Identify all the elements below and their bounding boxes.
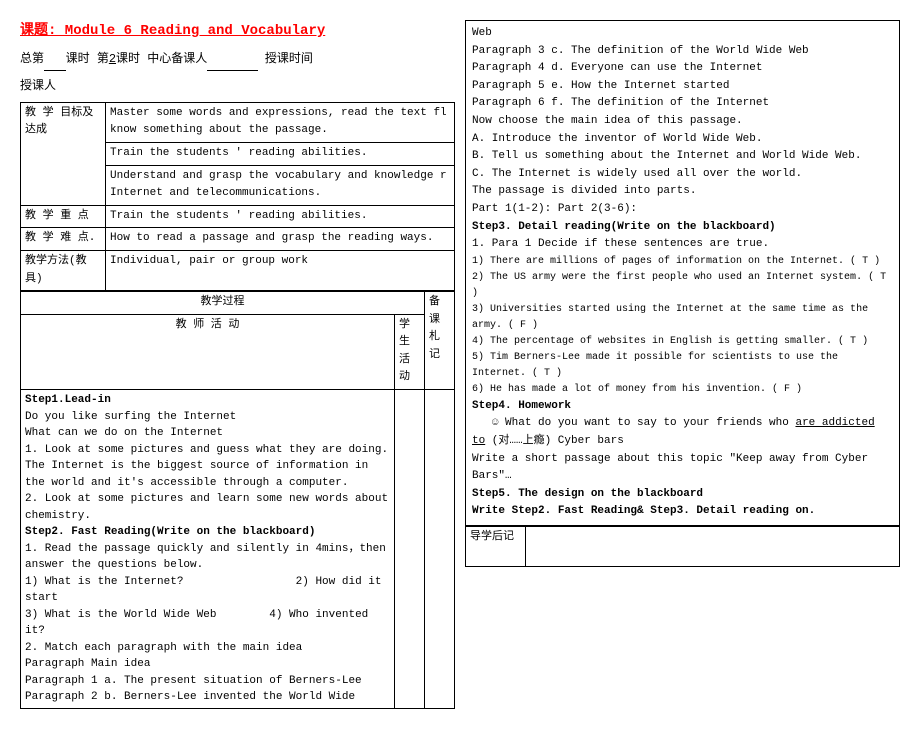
r-l4: Paragraph 6 f. The definition of the Int… [472,95,893,113]
r-l2: Paragraph 4 d. Everyone can use the Inte… [472,60,893,78]
s3-q2: 2) The US army were the first people who… [472,270,893,302]
footer-label: 导学后记 [466,526,526,566]
s3-q6: 6) He has made a lot of money from his i… [472,382,893,398]
footer-content [526,526,900,566]
step1-l4: 2. Look at some pictures and learn some … [25,491,390,524]
focus-label: 教 学 重 点 [21,205,106,228]
r-l7: B. Tell us something about the Internet … [472,148,893,166]
sub-p1: 总第 [20,52,44,66]
r-l6: A. Introduce the inventor of World Wide … [472,131,893,149]
step1-l3: 1. Look at some pictures and guess what … [25,442,390,492]
r-l5: Now choose the main idea of this passage… [472,113,893,131]
difficulty-label: 教 学 难 点. [21,228,106,251]
step2-p1: Paragraph 1 a. The present situation of … [25,673,390,690]
student-activity-cell [395,390,425,709]
step2-qs12: 1) What is the Internet? 2) How did it s… [25,574,390,607]
step1-l1: Do you like surfing the Internet [25,409,390,426]
step2-l2: 2. Match each paragraph with the main id… [25,640,390,657]
goals-c3: Understand and grasp the vocabulary and … [106,165,455,205]
process-table: 教学过程 备课札记 教 师 活 动 学生活动 Step1.Lead-in Do … [20,291,455,708]
r-l3: Paragraph 5 e. How the Internet started [472,78,893,96]
s3-q1: 1) There are millions of pages of inform… [472,254,893,270]
sub-p4: 课时 中心备课人 [116,52,207,66]
sub-p3: 2 [109,52,116,66]
step1-l2: What can we do on the Internet [25,425,390,442]
step2-qs34: 3) What is the World Wide Web 4) Who inv… [25,607,390,640]
s3-q3: 3) Universities started using the Intern… [472,302,893,334]
s4-l2: Write a short passage about this topic "… [472,451,893,486]
goals-table: 教 学 目标及达成 Master some words and expressi… [20,102,455,291]
goals-c2: Train the students ' reading abilities. [106,142,455,165]
s4-l1: ☺ What do you want to say to your friend… [472,415,893,450]
step1-title: Step1.Lead-in [25,392,390,409]
step3-title: Step3. Detail reading(Write on the black… [472,219,893,237]
lesson-subtitle-line2: 授课人 [20,77,455,96]
process-h3: 教 师 活 动 [21,314,395,389]
notes-cell [425,390,455,709]
r-l0: Web [472,25,893,43]
right-content-box: Web Paragraph 3 c. The definition of the… [465,20,900,526]
s5-l1: Write Step2. Fast Reading& Step3. Detail… [472,503,893,521]
r-l10: Part 1(1-2): Part 2(3-6): [472,201,893,219]
lesson-subtitle-line1: 总第 课时 第2课时 中心备课人 授课时间 [20,50,455,70]
step5-title: Step5. The design on the blackboard [472,486,893,504]
r-l9: The passage is divided into parts. [472,183,893,201]
step2-title: Step2. Fast Reading(Write on the blackbo… [25,524,390,541]
r-l1: Paragraph 3 c. The definition of the Wor… [472,43,893,61]
process-h2: 备课札记 [425,292,455,390]
step2-l1: 1. Read the passage quickly and silently… [25,541,390,574]
difficulty-c: How to read a passage and grasp the read… [106,228,455,251]
r-l8: C. The Internet is widely used all over … [472,166,893,184]
s3-l1: 1. Para 1 Decide if these sentences are … [472,236,893,254]
process-h1: 教学过程 [21,292,425,315]
sub-p2: 课时 第 [66,52,109,66]
method-label: 教学方法(教具) [21,250,106,290]
lesson-title: 课题: Module 6 Reading and Vocabulary [20,20,455,42]
step2-h: Paragraph Main idea [25,656,390,673]
method-c: Individual, pair or group work [106,250,455,290]
s3-q5: 5) Tim Berners-Lee made it possible for … [472,350,893,382]
goals-label: 教 学 目标及达成 [21,102,106,205]
s3-q4: 4) The percentage of websites in English… [472,334,893,350]
process-h4: 学生活动 [395,314,425,389]
focus-c: Train the students ' reading abilities. [106,205,455,228]
step4-title: Step4. Homework [472,398,893,416]
sub-p5: 授课时间 [258,52,313,66]
teacher-activity-cell: Step1.Lead-in Do you like surfing the In… [21,390,395,709]
footer-table: 导学后记 [465,526,900,567]
step2-p2: Paragraph 2 b. Berners-Lee invented the … [25,689,390,706]
goals-c1: Master some words and expressions, read … [106,102,455,142]
